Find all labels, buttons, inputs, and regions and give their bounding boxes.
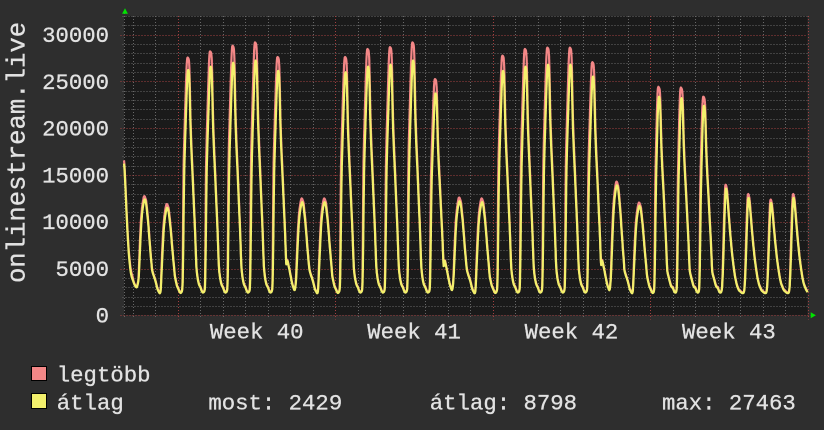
svg-text:15000: 15000 <box>42 163 109 189</box>
svg-text:átlag: 8798: átlag: 8798 <box>430 391 577 417</box>
svg-text:0: 0 <box>96 304 109 330</box>
svg-text:20000: 20000 <box>42 117 109 143</box>
svg-text:max: 27463: max: 27463 <box>662 391 796 417</box>
svg-text:30000: 30000 <box>42 23 109 49</box>
svg-text:5000: 5000 <box>55 257 109 283</box>
svg-text:most: 2429: most: 2429 <box>208 391 342 417</box>
svg-text:Week 43: Week 43 <box>682 319 776 345</box>
svg-text:Week 41: Week 41 <box>367 319 461 345</box>
svg-text:10000: 10000 <box>42 210 109 236</box>
svg-text:onlinestream.live: onlinestream.live <box>4 22 33 283</box>
svg-text:átlag: átlag <box>57 391 124 417</box>
svg-text:legtöbb: legtöbb <box>57 363 151 389</box>
svg-text:25000: 25000 <box>42 70 109 96</box>
svg-text:Week 40: Week 40 <box>210 319 304 345</box>
svg-text:Week 42: Week 42 <box>525 319 619 345</box>
